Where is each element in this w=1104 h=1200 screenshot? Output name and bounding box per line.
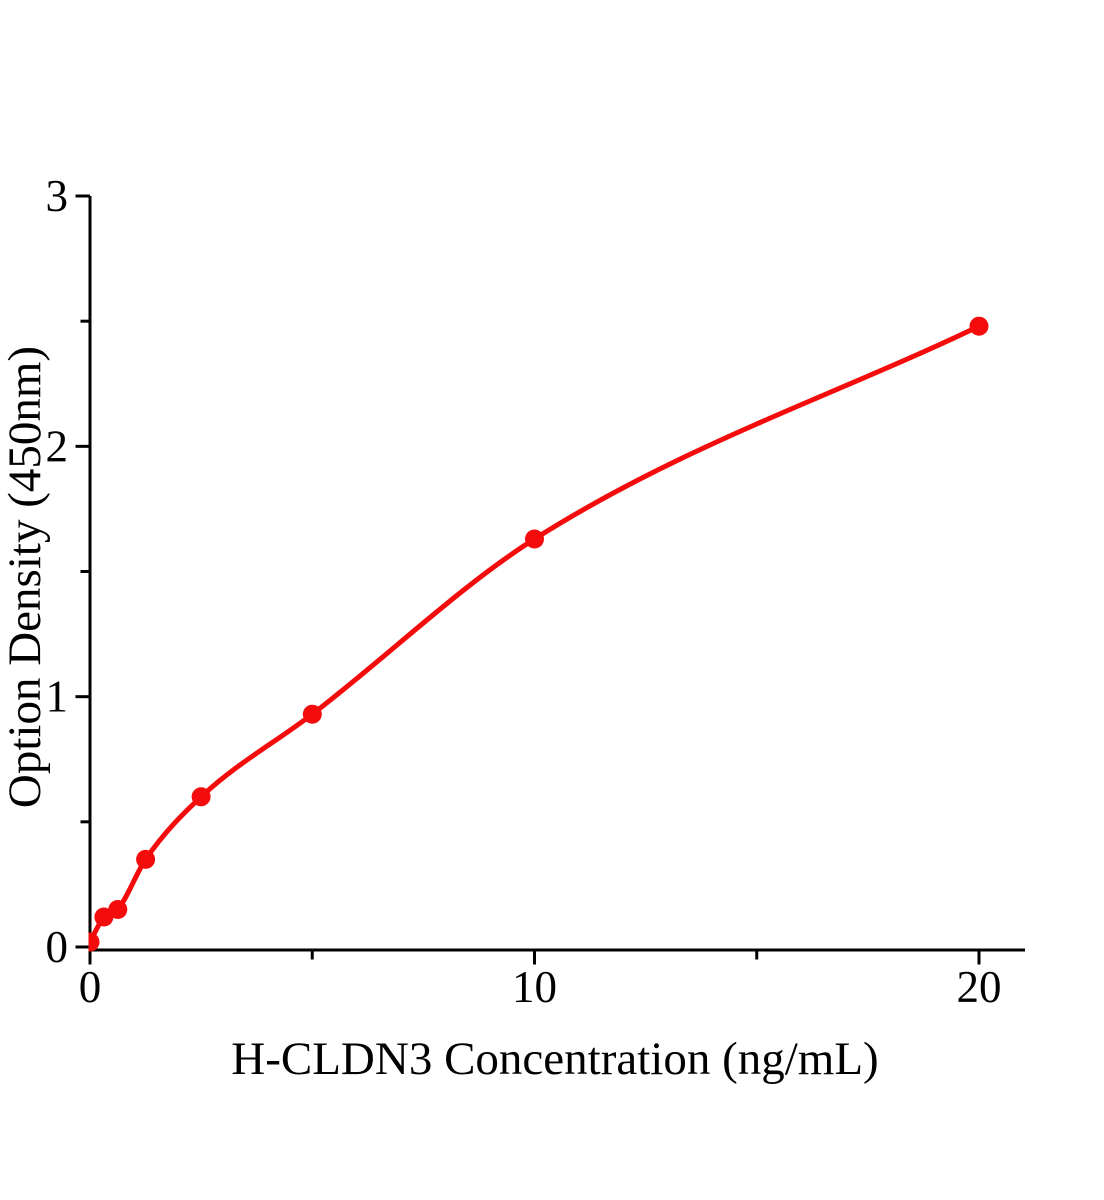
x-tick-label: 20 — [957, 962, 1002, 1012]
x-axis-title: H-CLDN3 Concentration (ng/mL) — [231, 1033, 878, 1085]
axes — [75, 194, 1025, 965]
data-point — [191, 787, 211, 807]
y-tick-label: 3 — [46, 171, 69, 221]
data-point — [969, 316, 989, 336]
tick-labels: 0 10 20 0 1 2 3 — [46, 171, 1002, 1012]
y-tick-label: 0 — [46, 922, 69, 972]
data-point — [302, 704, 322, 724]
data-point — [88, 932, 100, 952]
y-tick-label: 2 — [46, 421, 69, 471]
data-points-group — [88, 316, 989, 952]
fit-curve-group — [88, 323, 982, 945]
x-tick-label: 10 — [512, 962, 557, 1012]
x-tick-label: 0 — [79, 962, 102, 1012]
data-point — [136, 849, 156, 869]
standard-fit-curve — [88, 323, 982, 945]
data-point — [94, 907, 114, 927]
data-point — [525, 529, 544, 549]
y-axis-title: Option Density (450nm) — [0, 346, 51, 808]
data-point — [108, 900, 128, 919]
y-tick-label: 1 — [46, 672, 69, 722]
